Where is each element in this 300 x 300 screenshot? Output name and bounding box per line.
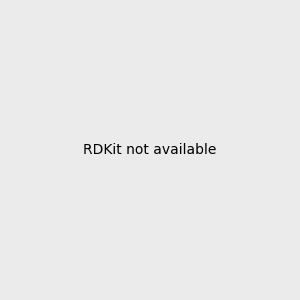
Text: RDKit not available: RDKit not available	[83, 143, 217, 157]
